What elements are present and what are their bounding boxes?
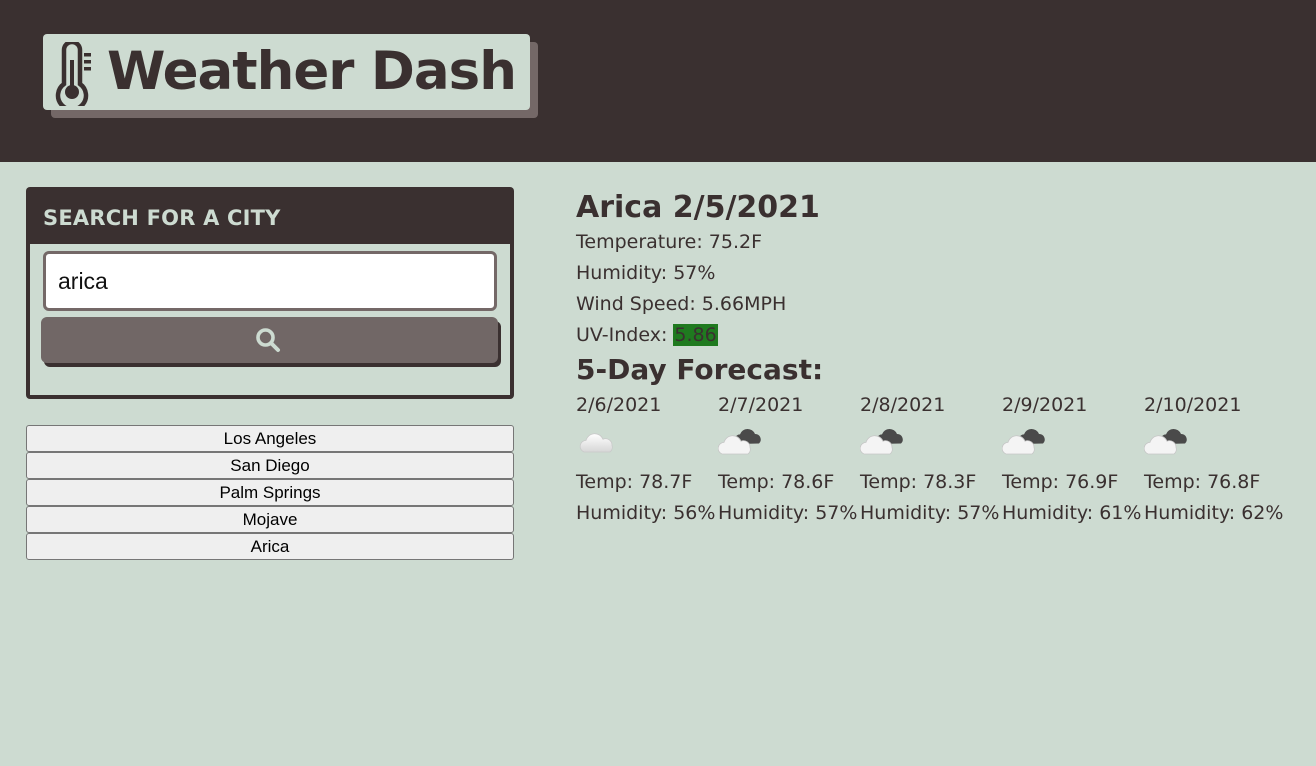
forecast-humidity: Humidity: 57% <box>718 502 858 524</box>
uv-index-label: UV-Index: <box>576 324 674 346</box>
current-weather: Arica 2/5/2021 Temperature: 75.2F Humidi… <box>576 189 820 351</box>
current-humidity: Humidity: 57% <box>576 262 716 284</box>
current-uv-index: UV-Index: 5.86 <box>576 320 820 351</box>
forecast-temp: Temp: 76.8F <box>1144 471 1261 493</box>
history-item-arica[interactable]: Arica <box>26 533 514 560</box>
overcast-clouds-icon <box>860 428 903 455</box>
current-wind-speed: Wind Speed: 5.66MPH <box>576 293 787 315</box>
search-panel-title: SEARCH FOR A CITY <box>43 206 281 230</box>
forecast-humidity: Humidity: 56% <box>576 502 716 524</box>
cloud-icon <box>579 433 613 453</box>
forecast-date: 2/6/2021 <box>576 394 662 416</box>
logo: Weather Dash <box>43 34 530 110</box>
history-item-san-diego[interactable]: San Diego <box>26 452 514 479</box>
forecast-day: 2/10/2021 Temp: 76.8F Humidity: 62% <box>1144 390 1286 529</box>
search-icon <box>256 328 280 352</box>
thermometer-icon <box>55 42 91 106</box>
forecast-humidity: Humidity: 57% <box>860 502 1000 524</box>
forecast-humidity: Humidity: 61% <box>1002 502 1142 524</box>
forecast-date: 2/10/2021 <box>1144 394 1242 416</box>
uv-index-badge: 5.86 <box>673 324 718 346</box>
forecast-day: 2/9/2021 Temp: 76.9F Humidity: 61% <box>1002 390 1144 529</box>
forecast-date: 2/8/2021 <box>860 394 946 416</box>
history-item-los-angeles[interactable]: Los Angeles <box>26 425 514 452</box>
current-city-title: Arica 2/5/2021 <box>576 190 820 225</box>
forecast-day: 2/8/2021 Temp: 78.3F Humidity: 57% <box>860 390 1002 529</box>
forecast-temp: Temp: 78.6F <box>718 471 835 493</box>
forecast-humidity: Humidity: 62% <box>1144 502 1284 524</box>
forecast-date: 2/9/2021 <box>1002 394 1088 416</box>
app-title: Weather Dash <box>107 41 517 102</box>
forecast-temp: Temp: 78.7F <box>576 471 693 493</box>
overcast-clouds-icon <box>1002 428 1045 455</box>
city-search-input[interactable] <box>43 251 497 311</box>
forecast-temp: Temp: 78.3F <box>860 471 977 493</box>
history-item-mojave[interactable]: Mojave <box>26 506 514 533</box>
search-panel-header: SEARCH FOR A CITY <box>26 187 514 244</box>
page-header: Weather Dash <box>0 0 1316 162</box>
search-panel-body <box>30 244 510 395</box>
forecast-title: 5-Day Forecast: <box>576 353 824 386</box>
search-history: Los Angeles San Diego Palm Springs Mojav… <box>26 425 514 560</box>
forecast-temp: Temp: 76.9F <box>1002 471 1119 493</box>
current-temperature: Temperature: 75.2F <box>576 231 763 253</box>
history-item-palm-springs[interactable]: Palm Springs <box>26 479 514 506</box>
search-button[interactable] <box>41 317 498 363</box>
forecast-day: 2/7/2021 Temp: 78.6F Humidity: 57% <box>718 390 860 529</box>
overcast-clouds-icon <box>1144 428 1187 455</box>
search-panel: SEARCH FOR A CITY <box>26 187 514 399</box>
forecast-day: 2/6/2021 Temp: 78.7F Humidity: 56% <box>576 390 718 529</box>
forecast-date: 2/7/2021 <box>718 394 804 416</box>
overcast-clouds-icon <box>718 428 761 455</box>
